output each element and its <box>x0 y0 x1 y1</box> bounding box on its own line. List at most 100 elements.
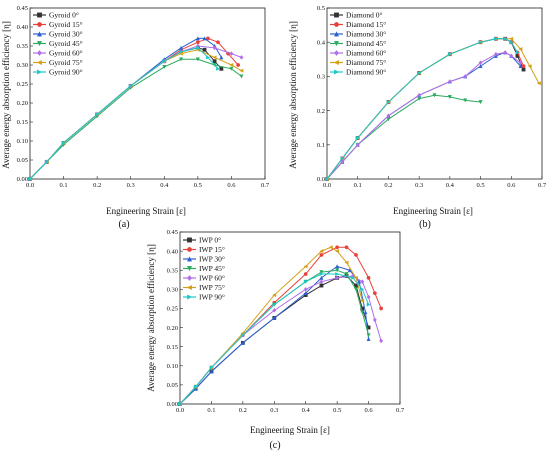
panel-a-data-point <box>216 66 221 71</box>
panel-c-data-point <box>240 340 245 345</box>
panel-b-ylabel: Average energy absorption efficiency [η] <box>288 21 298 169</box>
panel-b-data-point <box>536 81 541 86</box>
panel-b-data-point <box>509 36 514 41</box>
panel-a-legend-label: Gyroid 75° <box>49 58 83 67</box>
panel-b-legend-label: Diamond 75° <box>346 58 386 67</box>
panel-a-x-tick-label: 0.0 <box>26 182 34 189</box>
panel-c-legend-label: IWP 0° <box>199 236 221 245</box>
panel-a-data-point <box>239 68 244 73</box>
panel-a-legend-marker <box>37 12 42 18</box>
panel-b-x-tick-label: 0.4 <box>446 182 455 189</box>
panel-a-x-tick-label: 0.6 <box>227 182 236 189</box>
panel-a-legend-marker <box>36 59 42 66</box>
panel-c-data-point <box>360 287 365 292</box>
panel-b-data-point <box>447 52 453 57</box>
panel-b-data-point <box>493 51 498 57</box>
panel-a-plot-frame <box>29 7 266 180</box>
panel-a-xlabel: Engineering Strain [ε] <box>106 206 186 216</box>
panel-b-legend-label: Diamond 15° <box>346 20 386 29</box>
panel-c-x-tick-label: 0.4 <box>302 407 311 414</box>
panel-c: 0.0 0.1 0.2 0.3 0.4 0.5 0.6 0.7 0.00 0.05 0.10 0.15… <box>167 229 405 414</box>
panel-c-data-point <box>209 369 214 374</box>
panel-a-series-line <box>29 47 219 180</box>
panel-b-data-point <box>518 47 523 52</box>
panel-b-data-point <box>478 100 483 105</box>
panel-c-y-tick-label: 0.25 <box>167 306 178 313</box>
panel-b-y-tick-label: 0.5 <box>317 5 325 12</box>
panel-c-legend-marker <box>187 294 193 300</box>
panel-c-legend-marker <box>187 275 192 281</box>
panel-c-legend-label: IWP 45° <box>199 264 225 273</box>
panel-b-x-tick-label: 0.6 <box>507 182 516 189</box>
panel-b-x-tick-label: 0.0 <box>323 182 331 189</box>
panel-c-y-tick-label: 0.15 <box>167 344 178 351</box>
panel-a-label: (a) <box>118 219 129 230</box>
panel-c-ylabel: Average energy absorption efficiency [η] <box>146 244 156 392</box>
panel-c-data-point <box>319 279 324 285</box>
panel-c-data-point <box>360 306 365 311</box>
panel-a-data-point <box>206 55 211 60</box>
panel-c-data-point <box>178 401 183 407</box>
panel-a-x-tick-label: 0.7 <box>261 182 270 189</box>
panel-b-data-point <box>447 79 452 84</box>
panel-a-data-point <box>229 62 234 68</box>
panel-b-y-tick-label: 0.4 <box>317 39 326 46</box>
panel-c-data-point <box>357 279 362 284</box>
panel-c-x-tick-label: 0.6 <box>365 407 374 414</box>
panel-a-data-point <box>195 40 200 45</box>
panel-b-legend-marker <box>334 50 339 56</box>
panel-a-legend-label: Gyroid 90° <box>49 68 83 77</box>
panel-a-data-point <box>236 63 241 67</box>
panel-a-ylabel: Average energy absorption efficiency [η] <box>1 21 11 169</box>
panel-c-data-point <box>193 384 198 389</box>
panel-c-data-point <box>319 253 324 257</box>
panel-b-y-tick-label: 0.3 <box>317 74 325 81</box>
panel-c-data-point <box>366 333 371 338</box>
panel-a-x-tick-label: 0.3 <box>127 182 135 189</box>
panel-b-legend-marker <box>334 69 340 75</box>
panel-b-data-point <box>478 63 483 69</box>
panel-a-legend-label: Gyroid 15° <box>49 20 83 29</box>
panel-a-y-tick-label: 0.40 <box>17 24 28 31</box>
panel-a-data-point <box>239 55 244 60</box>
panel-a-data-point <box>229 66 234 71</box>
panel-b-data-point <box>355 142 360 148</box>
panel-c-legend-marker <box>187 247 192 252</box>
panel-a-y-tick-label: 0.00 <box>17 176 28 183</box>
panel-c-data-point <box>344 272 349 277</box>
panel-c-data-point <box>353 287 359 292</box>
panel-b-x-tick-label: 0.3 <box>415 182 423 189</box>
panel-b-data-point <box>463 74 468 79</box>
panel-c-data-point <box>303 272 308 276</box>
panel-a-data-point <box>95 112 100 117</box>
panel-b-legend-label: Diamond 90° <box>346 68 386 77</box>
panel-a-data-point <box>179 57 184 62</box>
panel-a-legend-marker <box>37 69 43 75</box>
panel-c-data-point <box>360 298 365 303</box>
panel-b-data-point <box>521 64 526 69</box>
panel-b-y-tick-label: 0.1 <box>317 142 325 149</box>
panel-c-data-point <box>209 365 214 370</box>
panel-a: 0.0 0.1 0.2 0.3 0.4 0.5 0.6 0.7 0.00 0.05 0.10 0.15… <box>17 5 270 189</box>
panel-b-data-point <box>478 40 483 45</box>
panel-b-x-tick-label: 0.2 <box>384 182 392 189</box>
panel-a-data-point <box>162 64 167 70</box>
panel-b-plot-frame <box>326 7 543 180</box>
panel-a-data-point <box>195 57 200 62</box>
panel-c-legend-marker <box>186 284 192 291</box>
panel-a-data-point <box>128 83 133 88</box>
panel-a-series-line <box>29 58 242 180</box>
panel-c-data-point <box>366 294 371 300</box>
panel-a-y-tick-label: 0.10 <box>17 138 28 145</box>
panel-a-data-point <box>229 51 234 56</box>
panel-a-data-point <box>212 59 217 64</box>
panel-c-legend-marker <box>186 266 193 272</box>
panel-c-x-tick-label: 0.3 <box>270 407 278 414</box>
panel-b-legend-marker <box>334 12 339 18</box>
panel-b-data-point <box>417 70 422 76</box>
panel-c-y-tick-label: 0.30 <box>167 287 178 294</box>
panel-b: 0.0 0.1 0.2 0.3 0.4 0.5 0.6 0.7 0.0 0.1 0.2 0.3 0.4 0… <box>317 5 547 189</box>
panel-b-data-point <box>432 93 437 98</box>
panel-a-y-tick-label: 0.35 <box>17 43 28 50</box>
panel-a-data-point <box>206 36 210 41</box>
